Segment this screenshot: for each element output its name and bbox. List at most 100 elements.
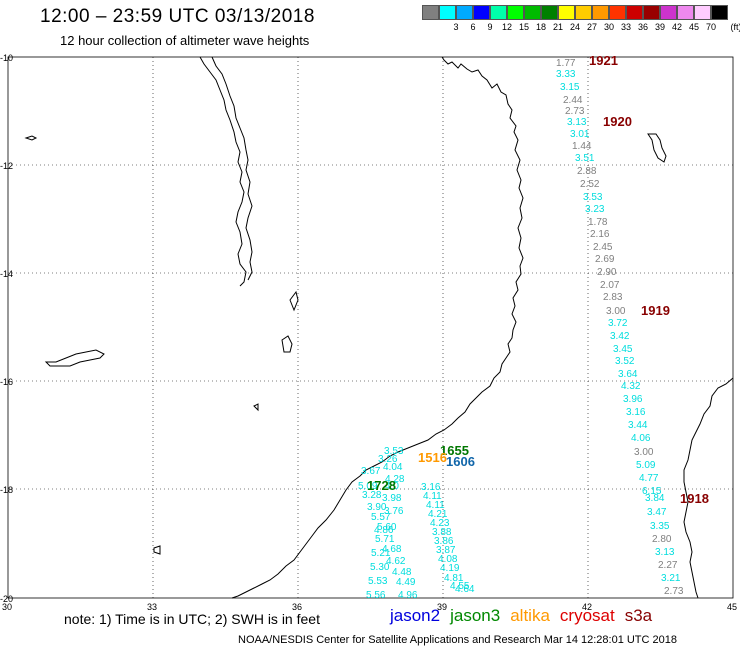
longitude-label: 42	[582, 602, 593, 612]
wave-height-value: 3.53	[384, 446, 404, 457]
legend-label: 33	[620, 22, 632, 32]
page-title: 12:00 – 23:59 UTC 03/13/2018	[40, 6, 315, 27]
legend-swatch	[626, 5, 643, 20]
wave-height-value: 3.33	[556, 69, 576, 80]
wave-height-value: 3.96	[623, 394, 643, 405]
pass-time: 1606	[446, 454, 475, 469]
longitude-label: 36	[292, 602, 303, 612]
wave-height-value: 3.44	[628, 420, 648, 431]
wave-height-value: 2.88	[577, 166, 597, 177]
wave-height-value: 3.52	[615, 356, 635, 367]
longitude-label: 33	[147, 602, 158, 612]
wave-height-value: 1.78	[588, 217, 608, 228]
wave-height-value: 4.48	[392, 567, 412, 578]
wave-height-value: 4.55	[450, 581, 470, 592]
satellite-legend: jason2 jason3 altika cryosat s3a	[390, 606, 662, 626]
wave-height-value: 6.15	[642, 486, 662, 497]
pass-time: 1919	[641, 303, 670, 318]
wave-height-value: 4.11	[423, 491, 442, 502]
legend-label: 39	[654, 22, 666, 32]
wave-height-value: 4.28	[385, 474, 405, 485]
legend-label: 36	[637, 22, 649, 32]
coastline	[24, 56, 734, 599]
wave-height-value: 4.32	[621, 381, 641, 392]
wave-height-value: 5.53	[368, 576, 388, 587]
wave-height-value: 5.71	[375, 534, 395, 545]
pass-time: 1516	[418, 450, 447, 465]
wave-height-value: 3.84	[645, 493, 665, 504]
wave-height-value: 3.53	[583, 192, 603, 203]
wave-height-value: 3.23	[585, 204, 605, 215]
wave-height-value: 4.06	[631, 433, 651, 444]
wave-height-value: 2.73	[664, 586, 684, 597]
wave-height-value: 2.80	[652, 534, 672, 545]
wave-height-value: 4.68	[382, 544, 402, 555]
legend-label: 30	[603, 22, 615, 32]
wave-height-value: 5.21	[371, 548, 391, 559]
wave-height-value: 3.35	[650, 521, 670, 532]
wave-height-value: 4.77	[639, 473, 659, 484]
map-frame	[7, 56, 734, 599]
legend-label: 42	[671, 22, 683, 32]
wave-height-value: 4.21	[428, 509, 448, 520]
legend-label: 45	[688, 22, 700, 32]
wave-height-value: 3.13	[567, 117, 587, 128]
legend-swatch	[609, 5, 626, 20]
legend-label: 3	[453, 22, 459, 32]
longitude-label: 45	[727, 602, 738, 612]
wave-height-value: 3.47	[647, 507, 667, 518]
longitude-label: 30	[2, 602, 13, 612]
wave-height-value: 3.26	[378, 454, 398, 465]
wave-height-value: 2.73	[565, 106, 585, 117]
wave-height-value: 3.01	[570, 129, 590, 140]
wave-height-value: 4.04	[383, 462, 403, 473]
latitude-label: -18	[0, 485, 14, 495]
wave-height-value: 3.72	[608, 318, 628, 329]
legend-swatch	[677, 5, 694, 20]
legend-label: 9	[487, 22, 493, 32]
wave-height-value: 4.81	[444, 573, 464, 584]
latitude-label: -16	[0, 377, 14, 387]
wave-height-value: 5.30	[370, 562, 390, 573]
legend-swatch	[473, 5, 490, 20]
satellite-jason3: jason3	[450, 606, 501, 625]
legend-swatch	[541, 5, 558, 20]
satellite-s3a: s3a	[624, 606, 653, 625]
wave-height-value: 3.90	[367, 502, 387, 513]
wave-height-value: 4.49	[396, 577, 416, 588]
wave-height-value: 4.08	[438, 554, 458, 565]
wave-height-value: 3.45	[613, 344, 633, 355]
legend-swatch	[643, 5, 660, 20]
wave-height-value: 3.28	[362, 490, 382, 501]
wave-height-value: 4.11	[426, 500, 445, 511]
map-grid	[8, 57, 733, 598]
wave-height-value: 1.77	[556, 58, 576, 69]
wave-height-value: 2.07	[600, 280, 620, 291]
wave-height-value: 2.45	[593, 242, 613, 253]
latitude-label: -14	[0, 269, 14, 279]
legend-unit: (ft)	[730, 22, 740, 32]
wave-height-value: 3.21	[661, 573, 681, 584]
wave-height-value: 1.44	[572, 141, 592, 152]
legend-swatch	[422, 5, 439, 20]
wave-height-value: 2.90	[597, 267, 617, 278]
legend-label: 24	[569, 22, 581, 32]
legend-label: 6	[470, 22, 476, 32]
wave-height-value: 5.09	[636, 460, 656, 471]
satellite-jason2: jason2	[390, 606, 441, 625]
color-scale-legend	[422, 5, 728, 20]
pass-time: 1921	[589, 53, 618, 68]
legend-swatch	[524, 5, 541, 20]
wave-height-value: 5.56	[366, 590, 386, 601]
wave-height-value: 3.42	[610, 331, 630, 342]
wave-height-value: 4.0	[385, 481, 399, 492]
wave-height-value: 3.00	[634, 447, 654, 458]
legend-label: 15	[518, 22, 530, 32]
wave-height-value: 3.64	[618, 369, 638, 380]
wave-height-value: 5.09	[358, 481, 378, 492]
footer-credit: NOAA/NESDIS Center for Satellite Applica…	[238, 634, 678, 646]
legend-swatch	[558, 5, 575, 20]
legend-swatch	[660, 5, 677, 20]
wave-height-labels: 1.773.333.152.442.733.133.011.443.512.88…	[358, 58, 684, 601]
